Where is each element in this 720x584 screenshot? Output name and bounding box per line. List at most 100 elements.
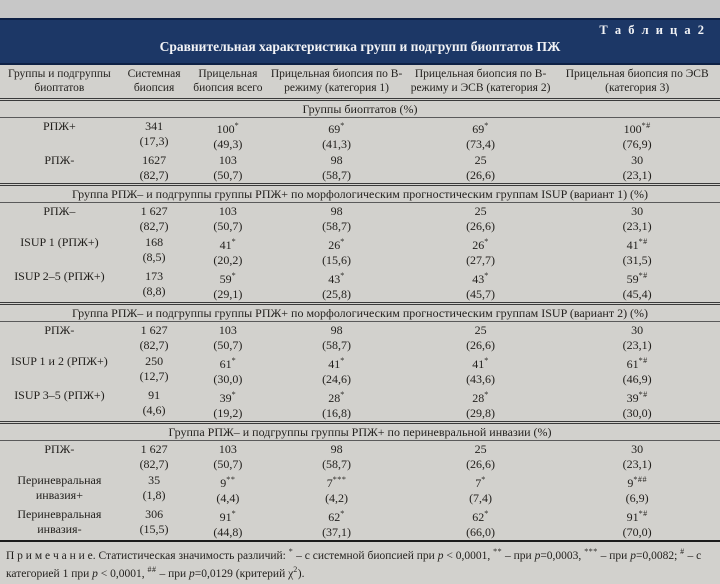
data-cell: 98 (58,7) bbox=[322, 204, 352, 233]
section-header: Группа РПЖ– и подгруппы группы РПЖ+ по м… bbox=[0, 302, 720, 322]
data-cell: 26* (15,6) bbox=[322, 237, 352, 267]
data-cell: 69* (41,3) bbox=[322, 121, 352, 151]
data-cell: 103 (50,7) bbox=[213, 323, 243, 352]
column-header-row: Группы и подгруппы биоптатов Системная би… bbox=[0, 65, 720, 101]
data-cell: 91* (44,8) bbox=[213, 509, 243, 539]
data-cell: 30 (23,1) bbox=[622, 442, 652, 471]
data-cell: 35 (1,8) bbox=[142, 473, 166, 502]
data-cell: 91*# (70,0) bbox=[622, 509, 652, 539]
data-cell: 30 (23,1) bbox=[622, 153, 652, 182]
data-cell: 59* (29,1) bbox=[213, 271, 243, 301]
data-cell: 7*** (4,2) bbox=[325, 475, 349, 505]
data-cell: 250 (12,7) bbox=[139, 354, 169, 383]
table-row: ISUP 1 (РПЖ+) 168 (8,5) 41* (20,2) 26* (15,6) 2… bbox=[0, 234, 720, 268]
biopsy-comparison-table: Группы и подгруппы биоптатов Системная би… bbox=[0, 65, 720, 540]
table-row: РПЖ+ 341 (17,3) 100* (49,3) 69* (41,3) 69* (73,4… bbox=[0, 118, 720, 153]
table-title: Сравнительная характеристика групп и под… bbox=[159, 39, 561, 54]
footnote: П р и м е ч а н и е. Статистическая знач… bbox=[0, 540, 720, 584]
section-header-row: Группы биоптатов (%) bbox=[0, 99, 720, 118]
data-cell: 43* (25,8) bbox=[322, 271, 352, 301]
data-cell: 173 (8,8) bbox=[142, 269, 166, 298]
section-header-row: Группа РПЖ– и подгруппы группы РПЖ+ по м… bbox=[0, 302, 720, 322]
row-label: ISUP 1 и 2 (РПЖ+) bbox=[10, 354, 108, 368]
data-cell: 7* (7,4) bbox=[469, 475, 493, 505]
column-header-1: Группы и подгруппы биоптатов bbox=[0, 65, 119, 101]
data-cell: 98 (58,7) bbox=[322, 442, 352, 471]
column-header-5: Прицельная биопсия по В-режиму и ЭСВ (ка… bbox=[406, 65, 555, 101]
row-label: Периневральная инвазия- bbox=[17, 507, 102, 536]
data-cell: 39* (19,2) bbox=[213, 390, 243, 420]
table-row: ISUP 3–5 (РПЖ+) 91 (4,6) 39* (19,2) 28* (16,8)… bbox=[0, 387, 720, 423]
data-cell: 341 (17,3) bbox=[139, 119, 169, 148]
data-cell: 168 (8,5) bbox=[142, 235, 166, 264]
data-cell: 9** (4,4) bbox=[216, 475, 240, 505]
table-row: Периневральная инвазия+ 35 (1,8) 9** (4,4) 7*… bbox=[0, 472, 720, 506]
data-cell: 26* (27,7) bbox=[466, 237, 496, 267]
table-row: ISUP 1 и 2 (РПЖ+) 250 (12,7) 61* (30,0) 41* (2… bbox=[0, 353, 720, 387]
table-row: РПЖ- 1 627 (82,7) 103 (50,7) 98 (58,7) 25 (26,6)… bbox=[0, 441, 720, 473]
data-cell: 103 (50,7) bbox=[213, 153, 243, 182]
data-cell: 100* (49,3) bbox=[213, 121, 243, 151]
data-cell: 43* (45,7) bbox=[466, 271, 496, 301]
data-cell: 28* (16,8) bbox=[322, 390, 352, 420]
data-cell: 30 (23,1) bbox=[622, 323, 652, 352]
data-cell: 41* (24,6) bbox=[322, 356, 352, 386]
data-cell: 62* (37,1) bbox=[322, 509, 352, 539]
table-number: Т а б л и ц а 2 bbox=[599, 23, 706, 37]
row-label: РПЖ- bbox=[44, 153, 75, 167]
section-header-row: Группа РПЖ– и подгруппы группы РПЖ+ по п… bbox=[0, 421, 720, 441]
data-cell: 28* (29,8) bbox=[466, 390, 496, 420]
data-cell: 62* (66,0) bbox=[466, 509, 496, 539]
data-cell: 91 (4,6) bbox=[142, 388, 166, 417]
row-label: РПЖ- bbox=[44, 323, 75, 337]
data-cell: 1 627 (82,7) bbox=[139, 204, 169, 233]
data-cell: 1627 (82,7) bbox=[139, 153, 169, 182]
data-cell: 61* (30,0) bbox=[213, 356, 243, 386]
section-header: Группа РПЖ– и подгруппы группы РПЖ+ по м… bbox=[0, 183, 720, 203]
data-cell: 98 (58,7) bbox=[322, 323, 352, 352]
row-label: РПЖ+ bbox=[42, 119, 76, 133]
data-cell: 61*# (46,9) bbox=[622, 356, 652, 386]
table-row: РПЖ- 1627 (82,7) 103 (50,7) 98 (58,7) 25 (26,6) 3… bbox=[0, 152, 720, 185]
data-cell: 39*# (30,0) bbox=[622, 390, 652, 420]
data-cell: 306 (15,5) bbox=[139, 507, 169, 536]
data-cell: 98 (58,7) bbox=[322, 153, 352, 182]
data-cell: 100*# (76,9) bbox=[622, 121, 652, 151]
data-cell: 103 (50,7) bbox=[213, 204, 243, 233]
table-row: РПЖ– 1 627 (82,7) 103 (50,7) 98 (58,7) 25 (26,6)… bbox=[0, 203, 720, 235]
data-cell: 59*# (45,4) bbox=[622, 271, 652, 301]
row-label: ISUP 1 (РПЖ+) bbox=[20, 235, 99, 249]
data-cell: 25 (26,6) bbox=[466, 323, 496, 352]
section-header-row: Группа РПЖ– и подгруппы группы РПЖ+ по м… bbox=[0, 183, 720, 203]
data-cell: 41*# (31,5) bbox=[622, 237, 652, 267]
data-cell: 9*## (6,9) bbox=[625, 475, 649, 505]
row-label: ISUP 3–5 (РПЖ+) bbox=[14, 388, 105, 402]
column-header-3: Прицельная биопсия всего bbox=[189, 65, 267, 101]
data-cell: 25 (26,6) bbox=[466, 442, 496, 471]
table-row: Периневральная инвазия- 306 (15,5) 91* (44,8… bbox=[0, 506, 720, 540]
column-header-4: Прицельная биопсия по В-режиму (категори… bbox=[266, 65, 407, 101]
data-cell: 30 (23,1) bbox=[622, 204, 652, 233]
row-label: РПЖ– bbox=[43, 204, 76, 218]
column-header-2: Системная биопсия bbox=[118, 65, 190, 101]
page-top-margin bbox=[0, 0, 720, 18]
row-label: РПЖ- bbox=[44, 442, 75, 456]
table-row: ISUP 2–5 (РПЖ+) 173 (8,8) 59* (29,1) 43* (25,8… bbox=[0, 268, 720, 304]
data-cell: 41* (20,2) bbox=[213, 237, 243, 267]
column-header-6: Прицельная биопсия по ЭСВ (категория 3) bbox=[554, 65, 720, 101]
table-title-bar: Т а б л и ц а 2 Сравнительная характерис… bbox=[0, 18, 720, 65]
data-cell: 25 (26,6) bbox=[466, 204, 496, 233]
section-header: Группа РПЖ– и подгруппы группы РПЖ+ по п… bbox=[0, 421, 720, 441]
data-cell: 41* (43,6) bbox=[466, 356, 496, 386]
data-cell: 25 (26,6) bbox=[466, 153, 496, 182]
section-header: Группы биоптатов (%) bbox=[0, 99, 720, 118]
data-cell: 1 627 (82,7) bbox=[139, 323, 169, 352]
row-label: ISUP 2–5 (РПЖ+) bbox=[14, 269, 105, 283]
table-row: РПЖ- 1 627 (82,7) 103 (50,7) 98 (58,7) 25 (26,6)… bbox=[0, 322, 720, 354]
table-container: Группы и подгруппы биоптатов Системная би… bbox=[0, 65, 720, 584]
data-cell: 1 627 (82,7) bbox=[139, 442, 169, 471]
data-cell: 69* (73,4) bbox=[466, 121, 496, 151]
data-cell: 103 (50,7) bbox=[213, 442, 243, 471]
row-label: Периневральная инвазия+ bbox=[17, 473, 102, 502]
